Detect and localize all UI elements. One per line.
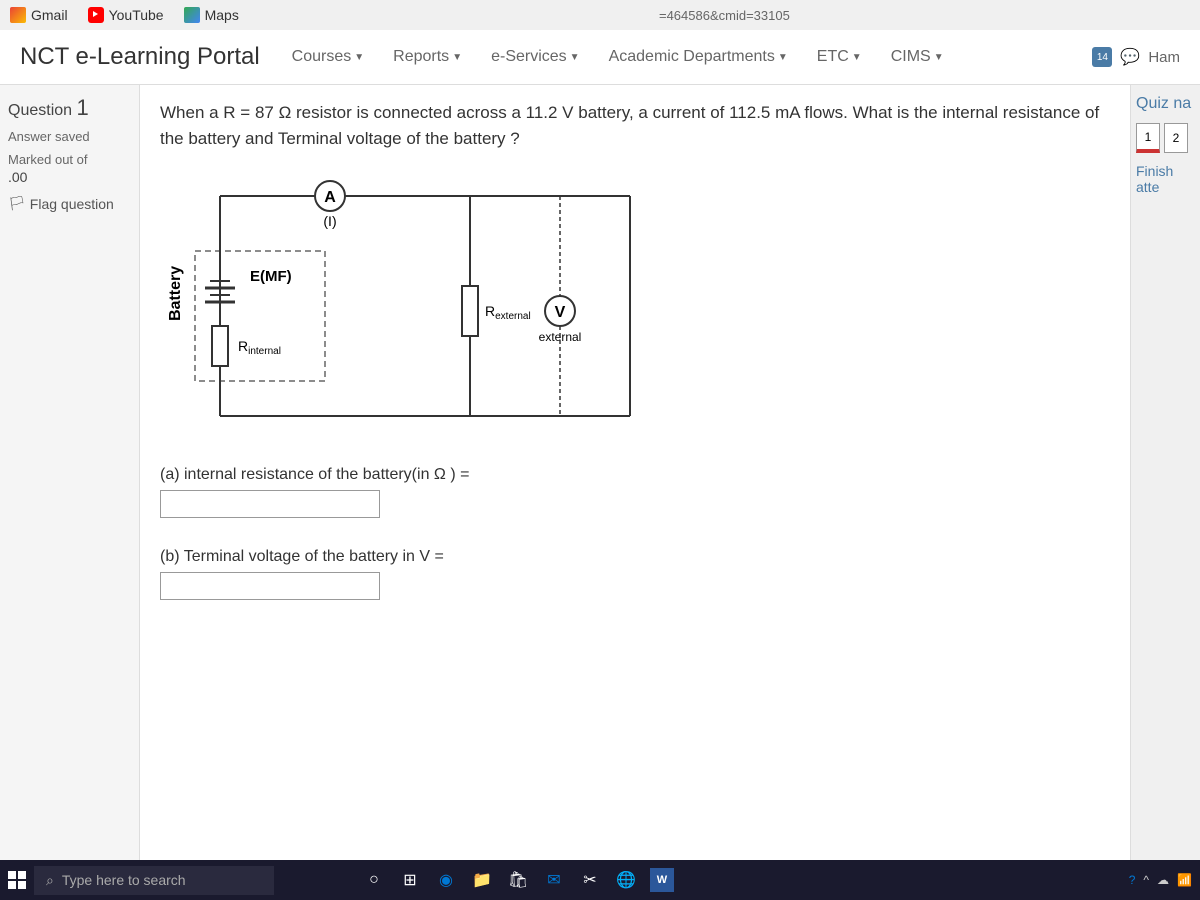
task-view-icon[interactable]: ⊞ (398, 868, 422, 892)
circuit-svg: A (I) E(MF) Rinternal (160, 166, 660, 446)
bookmark-maps-label: Maps (205, 7, 239, 23)
caret-down-icon: ▼ (852, 52, 862, 63)
nav-cims-label: CIMS (891, 48, 931, 66)
nav-eservices[interactable]: e-Services▼ (479, 40, 591, 74)
nav-cims[interactable]: CIMS▼ (879, 40, 956, 74)
portal-nav-bar: NCT e-Learning Portal Courses▼ Reports▼ … (0, 30, 1200, 85)
bookmark-gmail-label: Gmail (31, 7, 68, 23)
browser-bookmarks-bar: Gmail YouTube Maps =464586&cmid=33105 (0, 0, 1200, 30)
url-fragment: =464586&cmid=33105 (659, 8, 790, 23)
caret-down-icon: ▼ (452, 52, 462, 63)
main-content: Question 1 Answer saved Marked out of .0… (0, 85, 1200, 865)
question-area: When a R = 87 Ω resistor is connected ac… (140, 85, 1130, 865)
user-name[interactable]: Ham (1148, 49, 1180, 66)
marked-out-label: Marked out of (8, 152, 131, 167)
question-sidebar: Question 1 Answer saved Marked out of .0… (0, 85, 140, 865)
caret-down-icon: ▼ (934, 52, 944, 63)
question-number: 1 (77, 95, 89, 120)
answer-section-b: (b) Terminal voltage of the battery in V… (160, 548, 1110, 600)
answer-section-a: (a) internal resistance of the battery(i… (160, 466, 1110, 518)
question-grid: 1 2 (1136, 123, 1195, 153)
message-icon[interactable]: 💬 (1120, 47, 1140, 67)
maps-icon (184, 7, 200, 23)
edge-icon[interactable]: ◉ (434, 868, 458, 892)
part-b-input[interactable] (160, 572, 380, 600)
nav-departments-label: Academic Departments (609, 48, 775, 66)
part-a-input[interactable] (160, 490, 380, 518)
caret-down-icon: ▼ (778, 52, 788, 63)
chevron-up-icon[interactable]: ^ (1143, 873, 1149, 887)
flag-icon: 🏳 (8, 195, 26, 212)
caret-down-icon: ▼ (570, 52, 580, 63)
quiz-nav-title: Quiz na (1136, 95, 1195, 113)
nav-etc[interactable]: ETC▼ (805, 40, 874, 74)
question-label-text: Question (8, 102, 72, 119)
nav-courses[interactable]: Courses▼ (280, 40, 376, 74)
r-external-label: Rexternal (485, 303, 531, 322)
bookmark-youtube-label: YouTube (109, 7, 164, 23)
battery-label: Battery (167, 266, 184, 321)
nav-eservices-label: e-Services (491, 48, 567, 66)
windows-icon (8, 871, 26, 889)
nav-reports[interactable]: Reports▼ (381, 40, 474, 74)
nav-menu: Courses▼ Reports▼ e-Services▼ Academic D… (280, 40, 1093, 74)
snip-icon[interactable]: ✂ (578, 868, 602, 892)
search-placeholder: Type here to search (62, 872, 186, 888)
bookmark-maps[interactable]: Maps (184, 7, 239, 23)
cloud-icon[interactable]: ☁ (1157, 873, 1169, 887)
circuit-diagram: A (I) E(MF) Rinternal (160, 166, 660, 446)
chrome-icon[interactable]: 🌐 (614, 868, 638, 892)
help-icon[interactable]: ? (1129, 873, 1136, 887)
question-number-label: Question 1 (8, 95, 131, 121)
wifi-icon[interactable]: 📶 (1177, 873, 1192, 887)
r-internal-label: Rinternal (238, 338, 281, 357)
windows-taskbar: ⌕ Type here to search ○ ⊞ ◉ 📁 🛍 ✉ ✂ 🌐 W … (0, 860, 1200, 900)
emf-label: E(MF) (250, 268, 292, 285)
search-icon: ⌕ (46, 872, 54, 889)
answer-status: Answer saved (8, 129, 131, 144)
caret-down-icon: ▼ (354, 52, 364, 63)
notification-badge[interactable]: 14 (1092, 47, 1112, 67)
mark-value: .00 (8, 169, 131, 185)
cortana-icon[interactable]: ○ (362, 868, 386, 892)
nav-reports-label: Reports (393, 48, 449, 66)
taskbar-search[interactable]: ⌕ Type here to search (34, 866, 274, 895)
flag-label: Flag question (30, 196, 114, 212)
bookmark-youtube[interactable]: YouTube (88, 7, 164, 23)
gmail-icon (10, 7, 26, 23)
question-nav-2[interactable]: 2 (1164, 123, 1188, 153)
nav-etc-label: ETC (817, 48, 849, 66)
flag-question-link[interactable]: 🏳 Flag question (8, 195, 131, 212)
start-button[interactable] (8, 871, 26, 889)
portal-title[interactable]: NCT e-Learning Portal (20, 43, 260, 71)
bookmark-gmail[interactable]: Gmail (10, 7, 68, 23)
nav-right: 14 💬 Ham (1092, 47, 1180, 67)
youtube-icon (88, 7, 104, 23)
part-b-label: (b) Terminal voltage of the battery in V… (160, 548, 1110, 566)
question-text: When a R = 87 Ω resistor is connected ac… (160, 100, 1110, 151)
finish-attempt-link[interactable]: Finish atte (1136, 163, 1195, 195)
word-icon[interactable]: W (650, 868, 674, 892)
current-label: (I) (323, 213, 336, 229)
mail-icon[interactable]: ✉ (542, 868, 566, 892)
system-tray: ? ^ ☁ 📶 (1129, 873, 1192, 887)
part-a-label: (a) internal resistance of the battery(i… (160, 466, 1110, 484)
nav-courses-label: Courses (292, 48, 352, 66)
quiz-nav-sidebar: Quiz na 1 2 Finish atte (1130, 85, 1200, 865)
explorer-icon[interactable]: 📁 (470, 868, 494, 892)
store-icon[interactable]: 🛍 (506, 868, 530, 892)
node-a-label: A (324, 189, 336, 206)
nav-departments[interactable]: Academic Departments▼ (597, 40, 800, 74)
question-nav-1[interactable]: 1 (1136, 123, 1160, 153)
node-v-label: V (555, 304, 566, 321)
taskbar-apps: ○ ⊞ ◉ 📁 🛍 ✉ ✂ 🌐 W (362, 868, 674, 892)
